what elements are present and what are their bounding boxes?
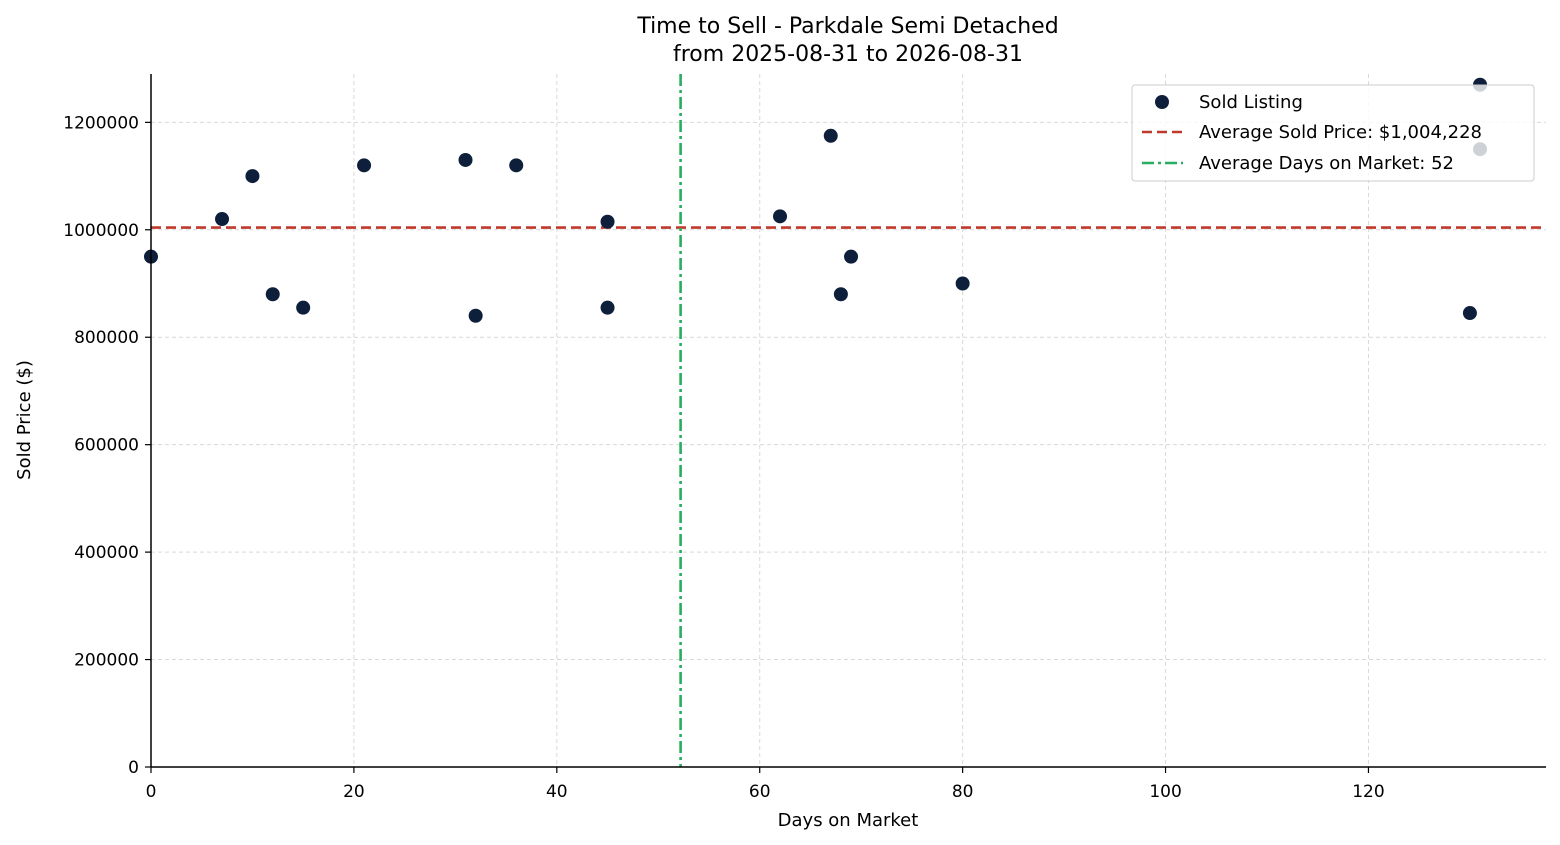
legend-label-sold-listing: Sold Listing <box>1199 92 1303 113</box>
data-point-6 <box>458 152 473 167</box>
x-tick-label-5: 100 <box>1149 782 1181 802</box>
data-point-4 <box>296 300 311 315</box>
y-tick-label-6: 1200000 <box>63 113 139 133</box>
data-point-2 <box>245 169 260 184</box>
x-tick-label-3: 60 <box>749 782 771 802</box>
data-point-1 <box>215 212 230 227</box>
data-point-11 <box>773 209 788 224</box>
legend-label-ref-0: Average Sold Price: $1,004,228 <box>1199 122 1482 143</box>
chart-title: Time to Sell - Parkdale Semi Detached <box>636 14 1058 39</box>
data-point-3 <box>265 287 280 302</box>
y-tick-label-1: 200000 <box>74 651 139 671</box>
reference-lines <box>151 74 1546 767</box>
axes <box>150 74 1546 768</box>
x-axis-ticks: 0 20 40 60 80 100 120 <box>146 767 1385 802</box>
x-tick-label-2: 40 <box>546 782 568 802</box>
legend-box <box>1131 84 1535 182</box>
y-tick-label-4: 800000 <box>74 328 139 348</box>
y-tick-label-0: 0 <box>128 758 139 778</box>
grid-lines <box>150 74 1546 768</box>
y-axis-ticks: 0 200000 400000 600000 800000 1000000 1200000 <box>63 113 151 778</box>
x-tick-label-0: 0 <box>146 782 157 802</box>
data-point-10 <box>600 300 615 315</box>
data-point-12 <box>823 128 838 143</box>
x-tick-label-6: 120 <box>1352 782 1384 802</box>
x-axis-label: Days on Market <box>778 810 919 831</box>
data-point-13 <box>833 287 848 302</box>
y-tick-label-2: 400000 <box>74 543 139 563</box>
data-point-8 <box>509 158 524 173</box>
legend: Sold Listing Average Sold Price: $1,004,2… <box>1131 84 1535 182</box>
chart-subtitle: from 2025-08-31 to 2026-08-31 <box>673 42 1023 67</box>
y-tick-label-5: 1000000 <box>63 221 139 241</box>
y-axis-label: Sold Price ($) <box>14 360 35 480</box>
data-point-14 <box>844 249 859 264</box>
data-point-16 <box>1462 306 1477 321</box>
y-tick-label-3: 600000 <box>74 436 139 456</box>
x-tick-label-4: 80 <box>952 782 974 802</box>
legend-marker-sold-listing <box>1155 95 1169 109</box>
data-point-15 <box>955 276 970 291</box>
data-point-7 <box>468 308 483 323</box>
x-tick-label-1: 20 <box>343 782 365 802</box>
legend-label-ref-1: Average Days on Market: 52 <box>1199 153 1454 174</box>
data-point-9 <box>600 214 615 229</box>
data-point-5 <box>357 158 372 173</box>
